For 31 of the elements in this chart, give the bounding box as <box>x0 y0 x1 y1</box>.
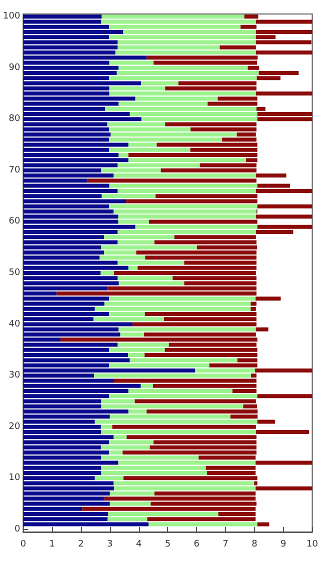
y-tick-label: 50 <box>8 268 20 278</box>
y-tick-label: 70 <box>8 165 20 176</box>
bar <box>257 420 275 424</box>
y-tick-label: 20 <box>8 422 20 432</box>
y-tick-label: 10 <box>8 473 20 484</box>
y-tick-label: 40 <box>8 319 20 330</box>
x-tick-label: 6 <box>194 540 200 550</box>
bar <box>220 45 256 50</box>
bar <box>112 424 256 429</box>
x-tick-label: 5 <box>164 540 171 550</box>
y-tick-label: 60 <box>8 216 20 227</box>
bar <box>257 394 312 398</box>
y-tick-label: 100 <box>2 12 20 22</box>
x-tick-label: 10 <box>306 540 318 550</box>
x-tick-label: 3 <box>107 540 113 550</box>
bar <box>110 502 151 506</box>
bar <box>257 204 312 208</box>
x-tick-label: 8 <box>252 540 258 550</box>
x-tick-label: 2 <box>78 540 84 550</box>
y-tick-label: 30 <box>8 370 20 381</box>
y-tick-label: 90 <box>8 62 20 73</box>
y-tick-label: 0 <box>14 524 20 534</box>
x-tick-label: 9 <box>280 540 286 550</box>
y-tick-label: 80 <box>8 114 20 124</box>
x-tick-label: 7 <box>222 540 228 550</box>
x-tick-label: 1 <box>49 540 55 550</box>
bar <box>257 522 270 526</box>
bar <box>148 522 258 526</box>
bar <box>256 460 312 465</box>
x-tick-label: 4 <box>136 540 142 550</box>
bar <box>100 271 114 275</box>
